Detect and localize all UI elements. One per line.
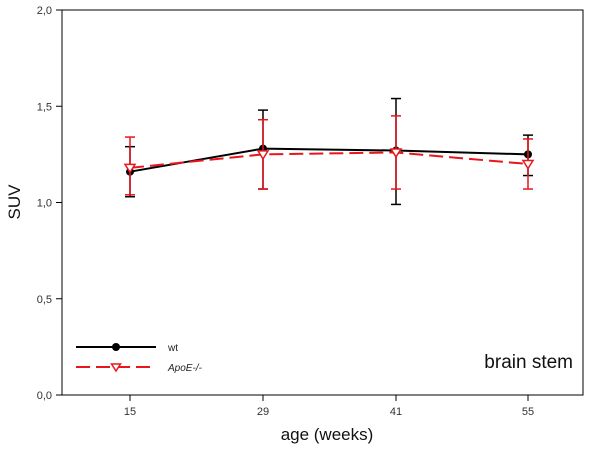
y-tick-label: 2,0 [37, 5, 52, 17]
y-axis-label: SUV [5, 184, 24, 220]
x-axis-label: age (weeks) [281, 425, 374, 444]
y-tick-label: 1,0 [37, 198, 52, 210]
region-annotation: brain stem [484, 352, 573, 373]
plot-area [62, 10, 583, 395]
x-axis-ticks: 15 29 41 55 [124, 395, 534, 418]
legend-marker-wt [112, 343, 120, 351]
legend-label-wt: wt [167, 343, 178, 354]
y-axis-ticks: 0,0 0,5 1,0 1,5 2,0 [37, 5, 62, 402]
legend-label-apoe: ApoE-/- [167, 363, 203, 374]
x-tick-label: 29 [257, 406, 269, 418]
x-tick-label: 15 [124, 406, 136, 418]
y-tick-label: 0,0 [37, 390, 52, 402]
y-tick-label: 0,5 [37, 294, 52, 306]
x-tick-label: 55 [522, 406, 534, 418]
y-tick-label: 1,5 [37, 101, 52, 113]
x-tick-label: 41 [390, 406, 402, 418]
